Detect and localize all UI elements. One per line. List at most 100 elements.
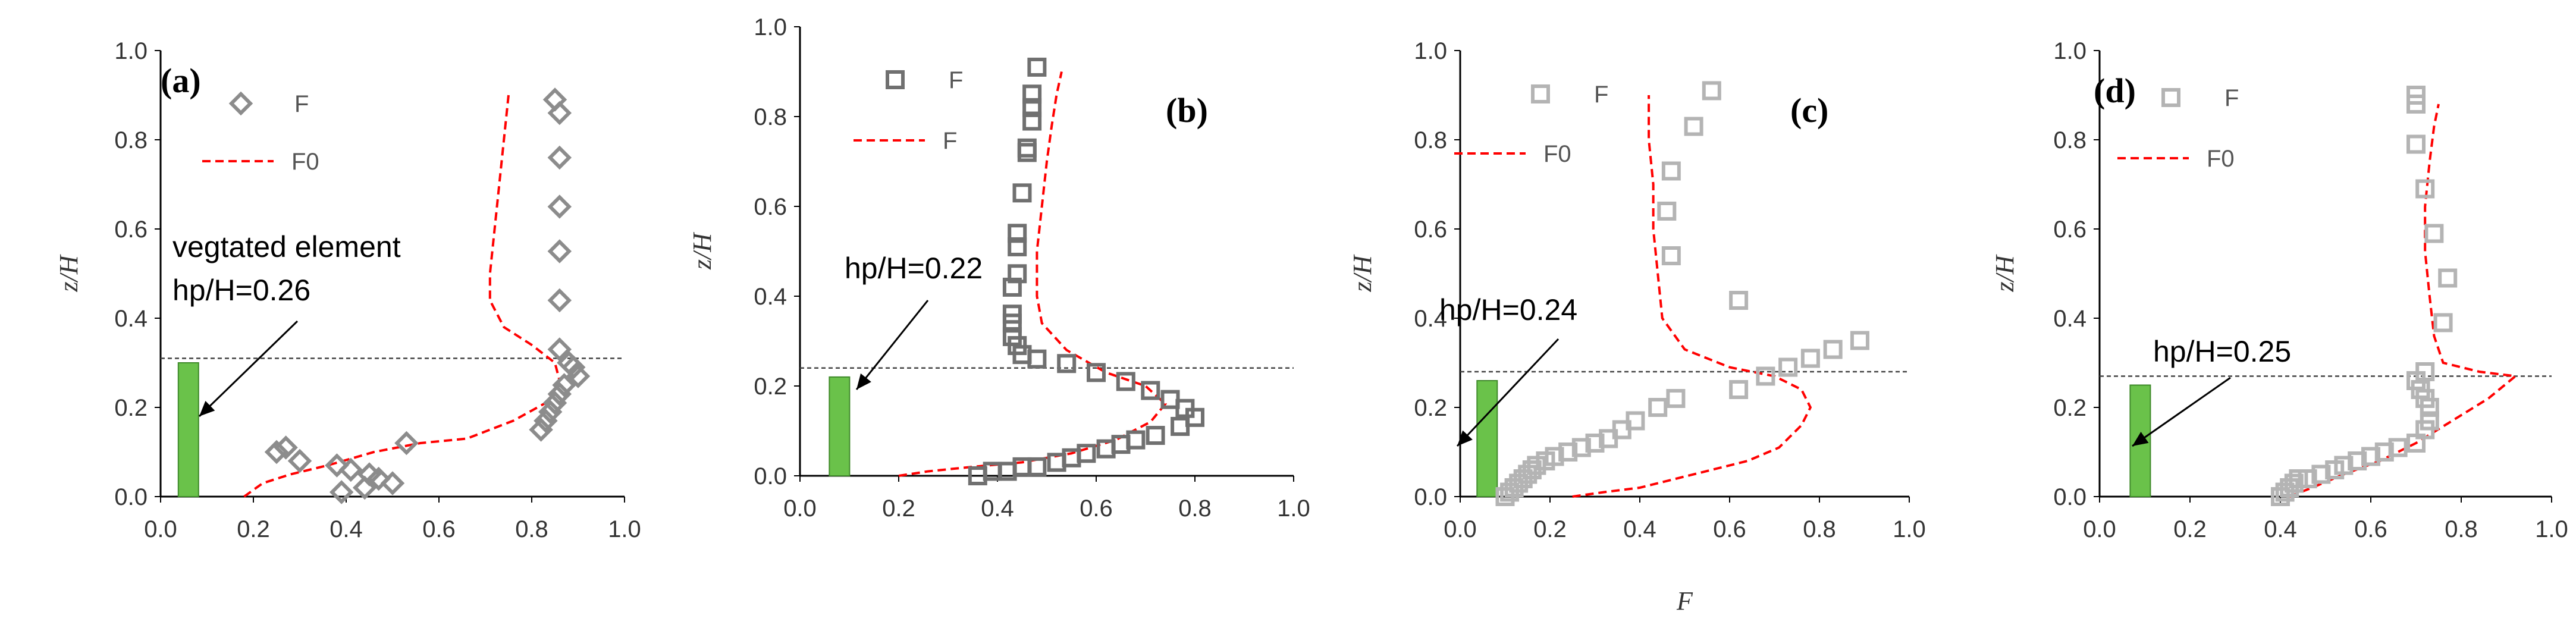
annotation-arrow bbox=[1456, 338, 1560, 447]
legend-f-label: F bbox=[949, 67, 963, 93]
legend-f-marker bbox=[2161, 88, 2180, 107]
x-tick-label: 0.6 bbox=[1080, 495, 1113, 522]
y-tick-label: 0.8 bbox=[1414, 127, 1447, 153]
f-data-point bbox=[1729, 380, 1749, 399]
x-tick-label: 0.2 bbox=[882, 495, 915, 522]
f-data-point bbox=[534, 409, 558, 433]
f-data-point bbox=[542, 391, 567, 415]
x-tick-label: 1.0 bbox=[608, 516, 641, 542]
f-data-point bbox=[1729, 291, 1749, 310]
annotation-arrow bbox=[2132, 376, 2231, 447]
vegetation-bar bbox=[829, 376, 851, 477]
y-tick-label: 1.0 bbox=[2053, 38, 2086, 64]
f-data-point bbox=[2406, 434, 2426, 453]
legend-f-marker bbox=[228, 91, 253, 116]
f-data-point bbox=[2415, 179, 2435, 199]
f-data-point bbox=[287, 448, 312, 473]
f-data-point bbox=[2406, 134, 2426, 154]
legend-f-label: F bbox=[1594, 81, 1608, 108]
y-tick-label: 0.0 bbox=[1414, 484, 1447, 510]
y-tick-label: 0.6 bbox=[754, 194, 787, 220]
y-tick-label: 1.0 bbox=[754, 14, 787, 40]
panel-label: (c) bbox=[1790, 91, 1828, 130]
f-data-point bbox=[1047, 453, 1066, 472]
y-tick-label: 0.2 bbox=[2053, 395, 2086, 421]
legend-f0-label: F0 bbox=[2207, 146, 2235, 172]
f0-series-line bbox=[2289, 103, 2519, 498]
f-data-point bbox=[1585, 434, 1605, 453]
annotation-arrow-head bbox=[856, 373, 871, 390]
x-tick-label: 0.4 bbox=[330, 516, 363, 542]
f-data-point bbox=[1022, 84, 1042, 104]
f-data-point bbox=[1599, 429, 1618, 448]
panel-b: 0.0 0.2 0.4 0.6 0.8 1.0 0.0 0.2 0.4 0.6 0.8 1.0 z/H F… bbox=[688, 14, 1310, 522]
x-tick-label: 0.0 bbox=[1444, 516, 1477, 542]
f-data-point bbox=[1756, 366, 1775, 386]
y-tick-label: 0.8 bbox=[754, 104, 787, 130]
f-data-point bbox=[538, 400, 563, 424]
y-tick-label: 0.4 bbox=[2053, 306, 2086, 332]
panel-c: 0.0 0.2 0.4 0.6 0.8 1.0 0.0 0.2 0.4 0.6 0.8 1.0 z/H F… bbox=[1348, 38, 1926, 616]
y-tick-label: 0.6 bbox=[114, 216, 148, 243]
f-data-point bbox=[1666, 389, 1686, 408]
y-tick-label: 0.8 bbox=[2053, 127, 2086, 153]
f-data-point bbox=[2325, 460, 2345, 479]
y-tick-label: 0.2 bbox=[754, 374, 787, 400]
y-tick-label: 0.2 bbox=[114, 395, 148, 421]
legend-f-label: F bbox=[2224, 85, 2239, 111]
annotation-text: hp/H=0.22 bbox=[845, 252, 983, 285]
f-data-point bbox=[1022, 111, 1042, 131]
f-data-point bbox=[552, 373, 576, 397]
f-data-point bbox=[2275, 482, 2295, 502]
f-data-point bbox=[1800, 349, 1820, 368]
f-data-point bbox=[1017, 138, 1037, 158]
f-data-point bbox=[325, 453, 349, 478]
y-tick-label: 0.6 bbox=[2053, 216, 2086, 243]
f-data-point bbox=[1096, 439, 1116, 459]
f-data-point bbox=[547, 337, 572, 362]
f-data-point bbox=[394, 431, 419, 456]
f-data-point bbox=[1657, 202, 1677, 221]
panel-label: (a) bbox=[161, 61, 201, 100]
f-data-point bbox=[547, 101, 572, 125]
f-data-point bbox=[547, 145, 572, 170]
f-data-point bbox=[380, 471, 405, 495]
y-axis-label: z/H bbox=[1990, 254, 2019, 292]
f-data-point bbox=[2348, 451, 2367, 470]
f-data-point bbox=[2406, 95, 2426, 114]
f-data-point bbox=[529, 418, 553, 442]
x-tick-label: 0.0 bbox=[144, 516, 177, 542]
y-tick-label: 0.2 bbox=[1414, 395, 1447, 421]
f-data-point bbox=[1012, 183, 1032, 203]
x-tick-label: 0.4 bbox=[2264, 516, 2297, 542]
f-data-point bbox=[2438, 268, 2458, 288]
x-tick-label: 0.4 bbox=[1623, 516, 1656, 542]
f-data-point bbox=[2424, 224, 2444, 243]
f-data-point bbox=[2388, 438, 2408, 457]
f-data-point bbox=[2433, 313, 2453, 332]
f-data-point bbox=[561, 355, 586, 379]
f-data-point bbox=[1850, 331, 1869, 350]
legend-f-marker bbox=[1531, 84, 1550, 103]
x-tick-label: 0.6 bbox=[422, 516, 456, 542]
f-data-point bbox=[1116, 372, 1135, 391]
x-tick-label: 0.2 bbox=[237, 516, 270, 542]
x-tick-label: 1.0 bbox=[1893, 516, 1926, 542]
legend-f-marker bbox=[886, 70, 905, 89]
legend-f-label: F bbox=[294, 91, 309, 117]
x-tick-label: 0.8 bbox=[515, 516, 548, 542]
y-tick-label: 0.4 bbox=[114, 306, 148, 332]
f-data-point bbox=[2374, 442, 2394, 462]
x-tick-label: 1.0 bbox=[2535, 516, 2568, 542]
f-data-point bbox=[1661, 246, 1681, 265]
f-data-point bbox=[1146, 426, 1165, 445]
annotation-text: hp/H=0.24 bbox=[1439, 293, 1577, 327]
legend-f0-label: F0 bbox=[1543, 141, 1571, 167]
y-tick-label: 0.0 bbox=[2053, 484, 2086, 510]
panel-d: 0.0 0.2 0.4 0.6 0.8 1.0 0.0 0.2 0.4 0.6 0.8 1.0 z/H F… bbox=[1990, 38, 2568, 542]
y-tick-label: 0.6 bbox=[1414, 216, 1447, 243]
y-tick-label: 0.4 bbox=[1414, 306, 1447, 332]
x-tick-label: 0.0 bbox=[2083, 516, 2116, 542]
f-data-point bbox=[1022, 98, 1042, 117]
